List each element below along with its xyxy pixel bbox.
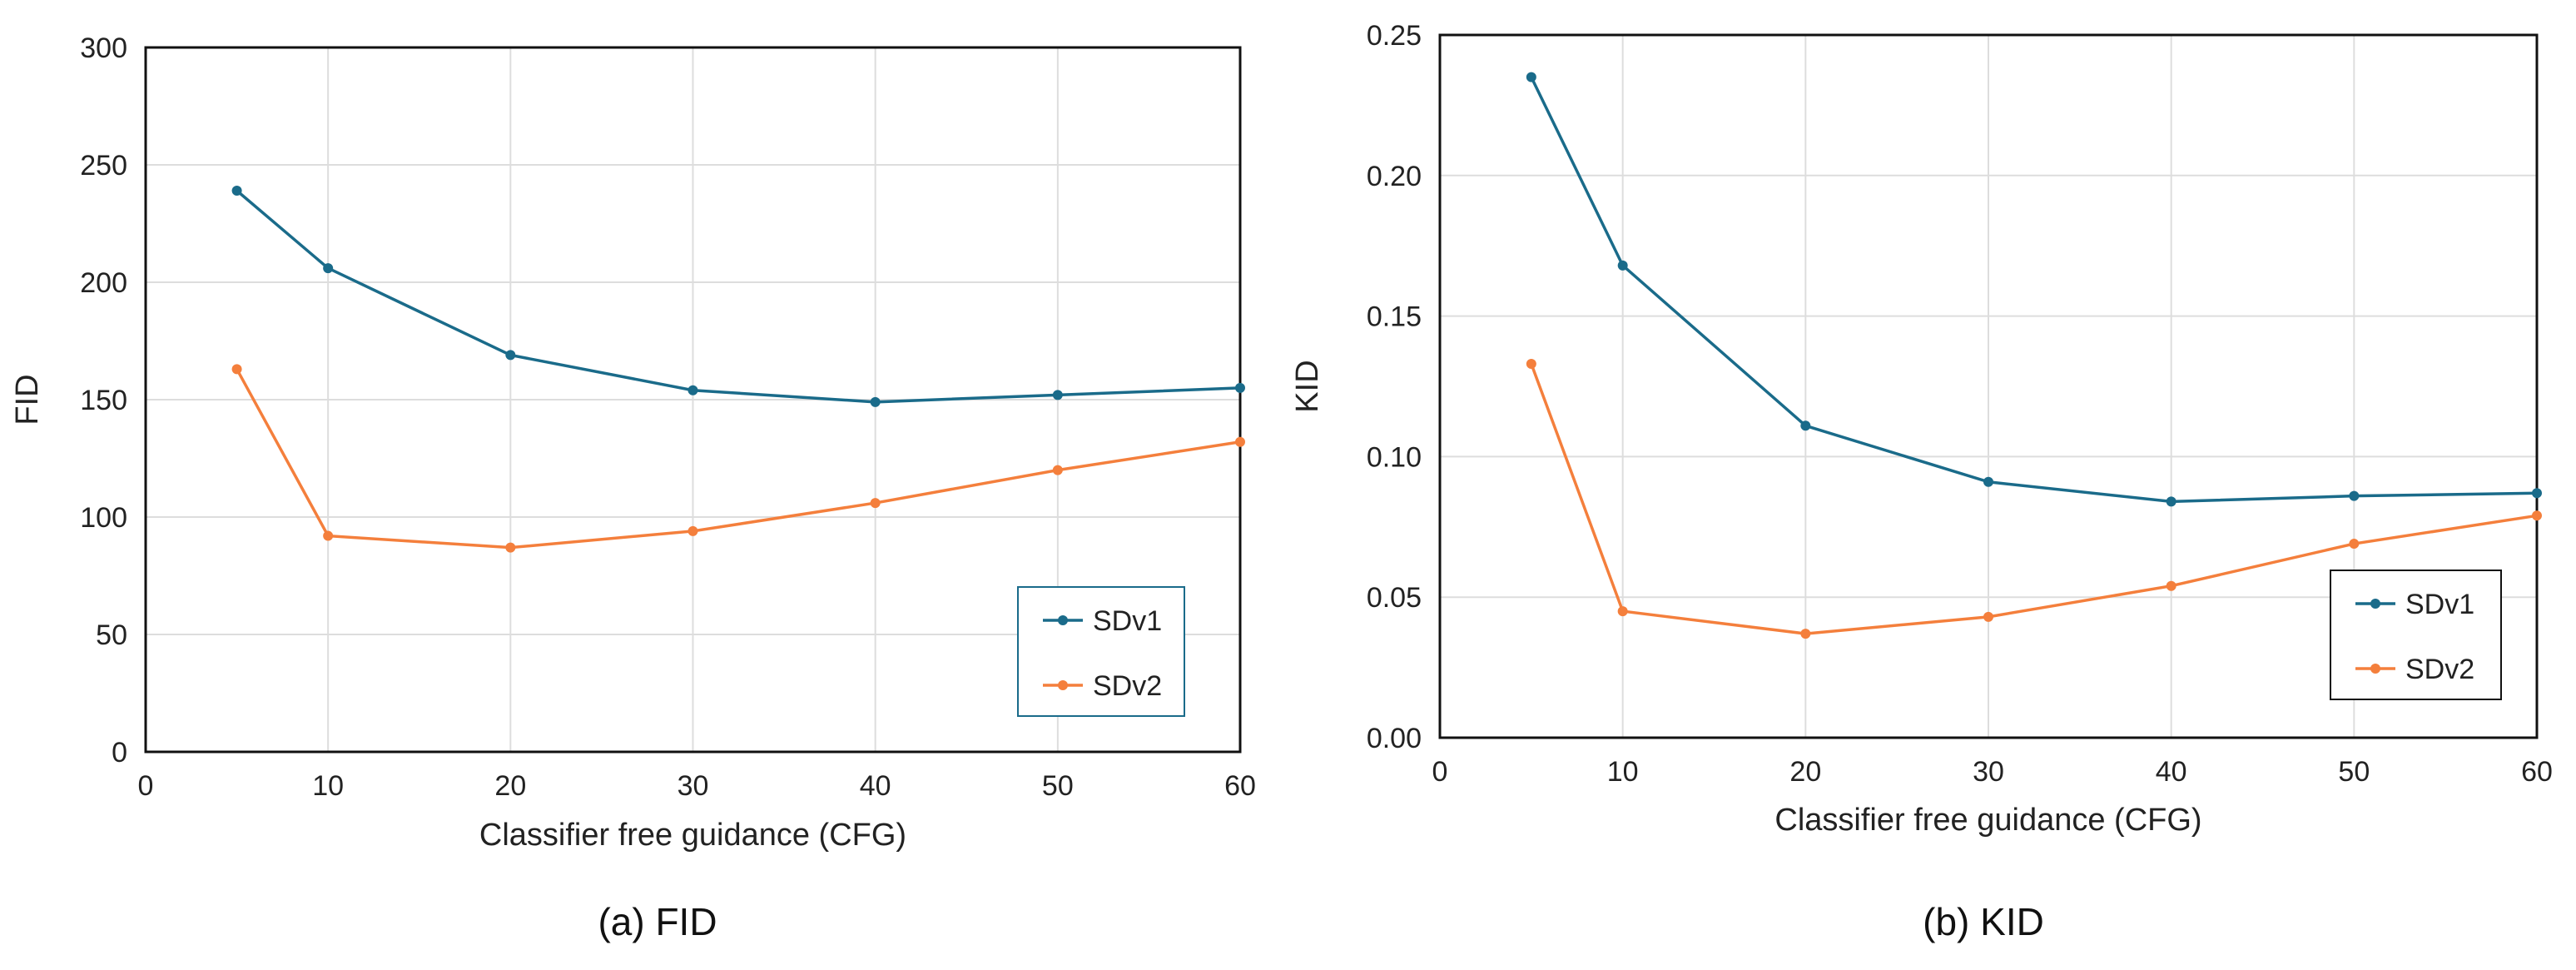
legend-box — [2330, 570, 2502, 700]
data-point-sdv2 — [2532, 510, 2542, 521]
data-point-sdv1 — [870, 396, 881, 407]
data-point-sdv2 — [687, 525, 698, 536]
data-point-sdv2 — [1800, 629, 1811, 639]
x-tick-label: 10 — [312, 770, 344, 802]
x-tick-label: 40 — [2156, 756, 2187, 788]
data-point-sdv2 — [2166, 580, 2176, 591]
data-point-sdv1 — [505, 350, 516, 361]
legend-label-sdv1: SDv1 — [1093, 605, 1162, 637]
legend-marker-sdv1 — [2370, 599, 2380, 609]
data-point-sdv1 — [231, 186, 242, 196]
x-tick-label: 20 — [1789, 756, 1821, 788]
figure-caption: (b) KID — [1923, 900, 2044, 943]
plot-frame — [144, 46, 1242, 754]
data-point-sdv1 — [1526, 72, 1536, 82]
x-tick-label: 50 — [1042, 770, 1074, 802]
x-tick-label: 0 — [138, 770, 154, 802]
y-tick-label: 0.00 — [1367, 723, 1422, 754]
series-line-sdv1 — [1530, 76, 2538, 504]
x-tick-label: 30 — [678, 770, 709, 802]
data-point-sdv1 — [1052, 390, 1063, 400]
x-tick-label: 20 — [494, 770, 526, 802]
y-tick-label: 300 — [80, 32, 127, 64]
data-point-sdv1 — [2349, 490, 2360, 501]
x-tick-label: 60 — [2521, 756, 2553, 788]
data-point-sdv2 — [1052, 465, 1063, 475]
legend-marker-sdv2 — [1058, 680, 1068, 690]
data-point-sdv1 — [1800, 420, 1811, 431]
chart-kid: 0.00 0.05 0.10 0.15 0.20 0.25 0 10 20 30 40 50 60 Cla… — [1290, 20, 2553, 943]
plot-frame — [1438, 33, 2539, 739]
data-point-sdv2 — [2349, 539, 2360, 550]
legend-label-sdv2: SDv2 — [2405, 654, 2474, 685]
y-tick-label: 100 — [80, 502, 127, 534]
y-tick-label: 0.20 — [1367, 161, 1422, 192]
y-axis-title: KID — [1290, 360, 1325, 412]
x-tick-label: 50 — [2338, 756, 2370, 788]
y-tick-label: 0.05 — [1367, 582, 1422, 614]
chart-fid: 0 50 100 150 200 250 300 0 10 20 30 40 50 60 Classifie… — [10, 32, 1256, 943]
y-axis-title: FID — [10, 374, 45, 425]
y-tick-label: 250 — [80, 150, 127, 182]
data-point-sdv1 — [1235, 382, 1245, 393]
legend-box — [1017, 586, 1185, 717]
y-tick-label: 0 — [112, 737, 127, 769]
data-point-sdv2 — [505, 542, 516, 553]
y-tick-label: 200 — [80, 267, 127, 299]
data-point-sdv1 — [2532, 488, 2542, 499]
data-point-sdv2 — [1983, 611, 1993, 622]
y-tick-label: 0.15 — [1367, 301, 1422, 333]
y-tick-label: 150 — [80, 385, 127, 416]
series-line-sdv1 — [236, 189, 1241, 404]
data-point-sdv2 — [323, 530, 334, 541]
data-point-sdv2 — [231, 364, 242, 375]
data-point-sdv1 — [687, 385, 698, 395]
legend-marker-sdv2 — [2370, 664, 2380, 674]
data-point-sdv1 — [1617, 260, 1628, 271]
data-point-sdv2 — [1526, 358, 1536, 369]
x-axis-title: Classifier free guidance (CFG) — [1774, 803, 2201, 838]
legend-label-sdv2: SDv2 — [1093, 670, 1162, 702]
figure-caption: (a) FID — [598, 900, 717, 943]
y-tick-label: 0.10 — [1367, 441, 1422, 473]
data-point-sdv1 — [1983, 476, 1993, 487]
series-line-sdv2 — [236, 368, 1241, 550]
legend-marker-sdv1 — [1058, 615, 1068, 625]
data-point-sdv1 — [323, 263, 334, 274]
y-tick-label: 0.25 — [1367, 20, 1422, 52]
x-tick-label: 0 — [1432, 756, 1448, 788]
data-point-sdv1 — [2166, 496, 2176, 507]
x-tick-label: 60 — [1224, 770, 1256, 802]
x-tick-label: 10 — [1607, 756, 1639, 788]
data-point-sdv2 — [1235, 436, 1245, 447]
y-tick-label: 50 — [96, 619, 127, 651]
data-point-sdv2 — [870, 498, 881, 509]
x-tick-label: 30 — [1973, 756, 2004, 788]
data-point-sdv2 — [1617, 606, 1628, 617]
x-axis-title: Classifier free guidance (CFG) — [479, 818, 906, 853]
x-tick-label: 40 — [860, 770, 891, 802]
legend-label-sdv1: SDv1 — [2405, 589, 2474, 620]
